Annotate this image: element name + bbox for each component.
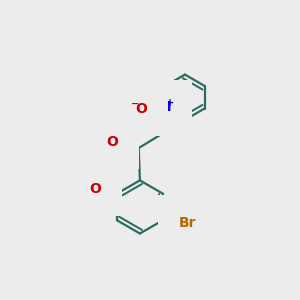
Text: O: O: [106, 135, 118, 148]
Text: N: N: [160, 100, 171, 114]
Text: O: O: [89, 182, 101, 196]
Text: +: +: [166, 98, 175, 108]
Text: −: −: [131, 99, 140, 109]
Text: O: O: [135, 101, 147, 116]
Text: Br: Br: [179, 215, 196, 230]
